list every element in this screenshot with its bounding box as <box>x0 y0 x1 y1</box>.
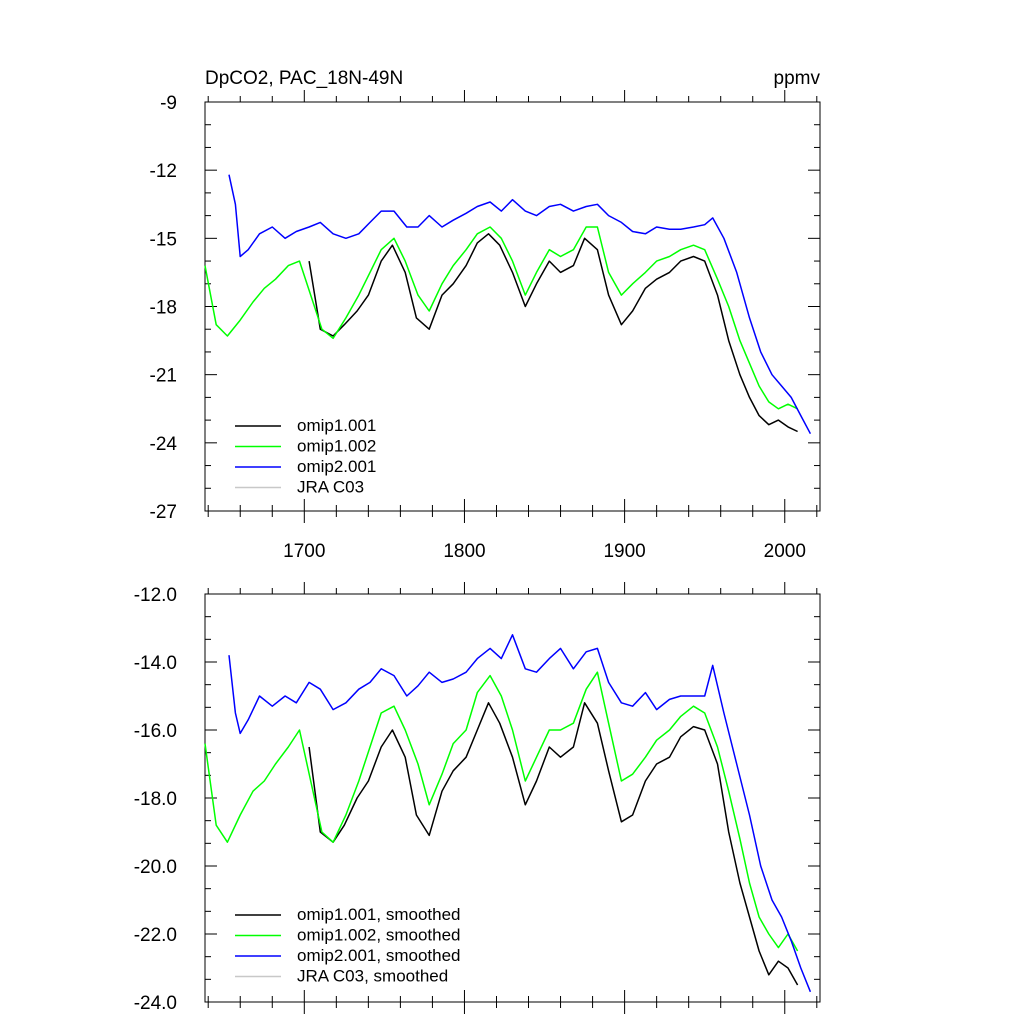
x-tick-label: 2000 <box>764 541 806 562</box>
y-tick-label: -18.0 <box>134 789 177 810</box>
y-tick-label: -12 <box>150 161 177 182</box>
x-tick-label: 1800 <box>443 541 485 562</box>
y-tick-label: -21 <box>150 366 177 387</box>
legend-label: omip2.001 <box>297 457 376 476</box>
y-tick-label: -24.0 <box>134 993 177 1014</box>
legend-label: omip1.002 <box>297 437 376 456</box>
y-tick-label: -27 <box>150 502 177 523</box>
x-tick-label: 1900 <box>603 541 645 562</box>
series-line-omip1-002 <box>204 226 798 410</box>
y-tick-label: -24 <box>150 434 178 455</box>
bottom-panel: -12.0 -14.0 -16.0 -18.0 -20.0 -22.0 -24.0 omip1… <box>134 582 821 1014</box>
y-tick-label: -15 <box>150 229 177 250</box>
legend-label: omip1.001, smoothed <box>297 905 461 924</box>
chart-units: ppmv <box>774 68 821 89</box>
legend-label: omip1.001 <box>297 416 376 435</box>
y-tick-label: -12.0 <box>134 585 177 606</box>
series-line-omip1-001-smoothed <box>308 702 799 986</box>
series-line-omip2-001-smoothed <box>228 634 812 993</box>
series-line-omip1-002-smoothed <box>204 671 799 952</box>
series-line-omip1-001 <box>308 233 798 433</box>
legend-label: JRA C03, smoothed <box>297 967 448 986</box>
series-line-omip2-001 <box>228 174 812 435</box>
y-tick-label: -14.0 <box>134 653 177 674</box>
y-tick-label: -9 <box>160 93 177 114</box>
x-tick-label: 1700 <box>283 541 325 562</box>
legend-label: omip2.001, smoothed <box>297 946 461 965</box>
chart-title: DpCO2, PAC_18N-49N <box>205 68 403 89</box>
y-tick-label: -20.0 <box>134 857 177 878</box>
legend-label: omip1.002, smoothed <box>297 926 461 945</box>
top-panel: -9 -12 -15 -18 -21 -24 -27 1700 1800 1900 2000 DpCO… <box>150 68 821 562</box>
y-tick-label: -16.0 <box>134 721 177 742</box>
legend-label: JRA C03 <box>297 478 364 497</box>
y-tick-label: -18 <box>150 298 177 319</box>
y-tick-label: -22.0 <box>134 925 177 946</box>
